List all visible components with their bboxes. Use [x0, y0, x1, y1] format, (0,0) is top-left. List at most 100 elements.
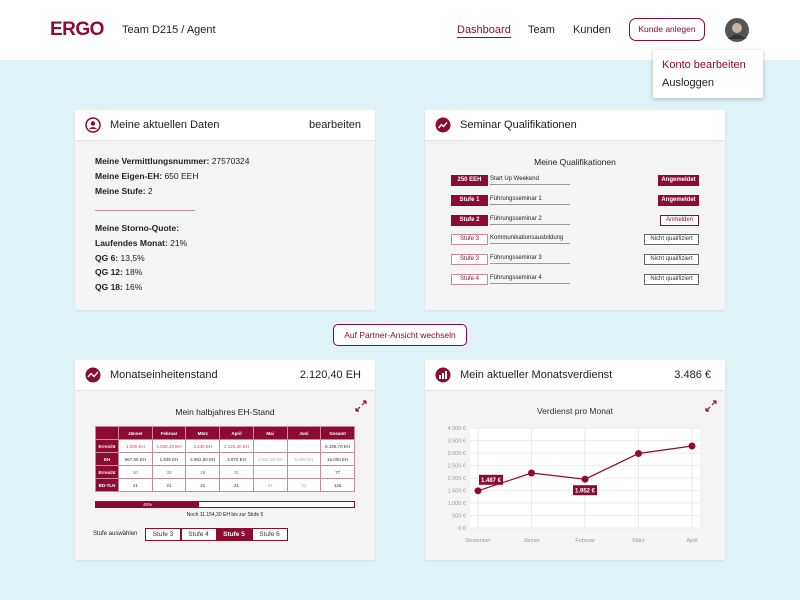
- x-tick-label: April: [686, 538, 697, 544]
- point: [635, 450, 642, 457]
- y-tick-label: 2.000 €: [448, 476, 466, 482]
- table-cell: 6.195,70 EH: [320, 439, 355, 453]
- switch-view-button[interactable]: Auf Partner-Ansicht wechseln: [333, 324, 467, 346]
- user-icon: [85, 117, 101, 133]
- table-row: Erreicht 1.000 EH 1.530,20 EH 3.240 EH 2.120…: [95, 439, 355, 453]
- logo[interactable]: ERGO: [50, 19, 104, 40]
- nav-link[interactable]: Dashboard: [457, 24, 511, 38]
- card-header: Mein aktueller Monatsverdienst 3.486 €: [425, 360, 725, 391]
- account-menu: Konto bearbeiten Ausloggen: [653, 50, 763, 98]
- seminar-name: Start Up Weekend: [490, 175, 570, 185]
- table-cell: 33: [151, 465, 187, 479]
- table-row: Erreicht 10 33 18 31 77: [95, 465, 355, 479]
- info-value: 16%: [125, 281, 143, 292]
- table-cell: 4.837,50 EH: [252, 452, 288, 466]
- value-label: 1.487 €: [481, 478, 502, 484]
- column-header: Juni: [286, 426, 322, 440]
- table-cell: [252, 439, 288, 453]
- trend-icon: [435, 117, 451, 133]
- info-row: Meine Stufe: 2: [95, 186, 153, 196]
- level-badge: Stufe 3: [451, 254, 488, 266]
- table-cell: [286, 465, 322, 479]
- table-cell: 1.935 EH: [151, 452, 187, 466]
- info-row: Laufendes Monat: 21%: [95, 238, 187, 248]
- nav-link[interactable]: Kunden: [573, 24, 611, 36]
- level-badge: Stufe 2: [451, 214, 488, 226]
- table-cell: 21: [252, 478, 288, 492]
- table-cell: [252, 465, 288, 479]
- units-table: Jänner Februar März April Mai Juni Gesamt Errei…: [95, 426, 355, 492]
- seminar-card: Seminar Qualifikationen Meine Qualifikat…: [425, 110, 725, 310]
- table-cell: 21: [286, 478, 322, 492]
- level-badge: Stufe 4: [451, 274, 488, 285]
- x-tick-label: Februar: [575, 538, 594, 544]
- seminar-name: Führungsseminar 4: [490, 274, 570, 284]
- x-tick-label: Dezember: [465, 538, 491, 544]
- table-row: EH 967,50 EH 1.935 EH 2.902,50 EH 3.870 EH 4.…: [95, 452, 355, 466]
- info-value: 18%: [125, 267, 143, 277]
- table-cell: 15.000 EH: [320, 452, 355, 466]
- y-tick-label: 2.500 €: [448, 464, 466, 470]
- info-label: Meine Eigen-EH:: [95, 171, 163, 181]
- card-header: Seminar Qualifikationen: [425, 110, 725, 141]
- info-label: Meine Storno-Quote:: [95, 223, 180, 233]
- point: [474, 487, 482, 495]
- create-customer-button[interactable]: Kunde anlegen: [629, 18, 705, 41]
- point: [581, 475, 589, 483]
- info-value: 650 EEH: [164, 171, 199, 181]
- row-header: BD-TLN: [95, 478, 119, 492]
- progress-fill: 40%: [96, 502, 200, 507]
- avatar[interactable]: [725, 18, 749, 42]
- column-header: Jänner: [118, 426, 153, 440]
- menu-item[interactable]: Ausloggen: [662, 77, 714, 89]
- edit-link[interactable]: bearbeiten: [309, 119, 361, 131]
- divider: [95, 210, 195, 211]
- table-cell: [286, 439, 322, 453]
- nav-link[interactable]: Team: [528, 24, 555, 36]
- status-badge: Nicht qualifiziert: [644, 274, 699, 285]
- menu-item[interactable]: Konto bearbeiten: [662, 59, 746, 71]
- table-row: BD-TLN 21 21 21 21 21 21 126: [95, 478, 355, 492]
- info-value: 2: [147, 186, 153, 196]
- level-button[interactable]: Stufe 3: [145, 528, 181, 541]
- info-label: Meine Vermittlungsnummer:: [95, 156, 210, 166]
- row-header: Erreicht: [95, 439, 119, 453]
- info-row: QG 12: 18%: [95, 267, 142, 277]
- status-badge: Nicht qualifiziert: [644, 254, 699, 266]
- point: [688, 442, 696, 450]
- level-button[interactable]: Stufe 6: [251, 528, 288, 541]
- info-row: Meine Eigen-EH: 650 EEH: [95, 171, 198, 181]
- data-card: Meine aktuellen Daten bearbeiten Meine V…: [75, 110, 375, 310]
- level-button[interactable]: Stufe 5: [216, 528, 252, 541]
- column-header: Februar: [151, 426, 187, 440]
- status-badge[interactable]: Anmelden: [660, 214, 699, 226]
- info-value: 21%: [170, 238, 188, 248]
- column-header: Gesamt: [320, 426, 355, 440]
- value-label-box: [479, 474, 503, 485]
- info-label: Meine Stufe:: [95, 186, 146, 196]
- card-title: Mein aktueller Monatsverdienst: [460, 369, 613, 381]
- column-header: Mai: [252, 426, 288, 440]
- expand-icon[interactable]: [355, 400, 367, 412]
- chart-title: Verdienst pro Monat: [537, 406, 614, 416]
- table-cell: 77: [320, 465, 355, 479]
- table-cell: 10: [118, 465, 153, 479]
- table-cell: 1.000 EH: [118, 439, 153, 453]
- status-badge: Angemeldet: [658, 194, 699, 206]
- info-label: QG 18:: [95, 281, 123, 292]
- seminar-name: Kommunikationsausbildung: [490, 234, 570, 245]
- table-cell: 2.902,50 EH: [185, 452, 221, 466]
- info-label: Laufendes Monat:: [95, 238, 168, 248]
- point: [528, 469, 535, 477]
- level-button[interactable]: Stufe 4: [180, 528, 217, 541]
- select-label: Stufe auswählen: [93, 531, 138, 537]
- info-value: 27570324: [211, 156, 250, 166]
- x-tick-label: Jänner: [523, 538, 540, 544]
- expand-icon[interactable]: [705, 400, 717, 412]
- y-tick-label: 1.000 €: [448, 501, 466, 507]
- card-total: 2.120,40 EH: [299, 369, 361, 381]
- card-title: Meine aktuellen Daten: [110, 119, 220, 131]
- table-cell: 1.530,20 EH: [151, 439, 187, 453]
- y-tick-label: 500 €: [452, 514, 466, 520]
- earnings-chart: Verdienst pro Monat 0 € 500 € 1.000 € 1.500 …: [448, 406, 700, 544]
